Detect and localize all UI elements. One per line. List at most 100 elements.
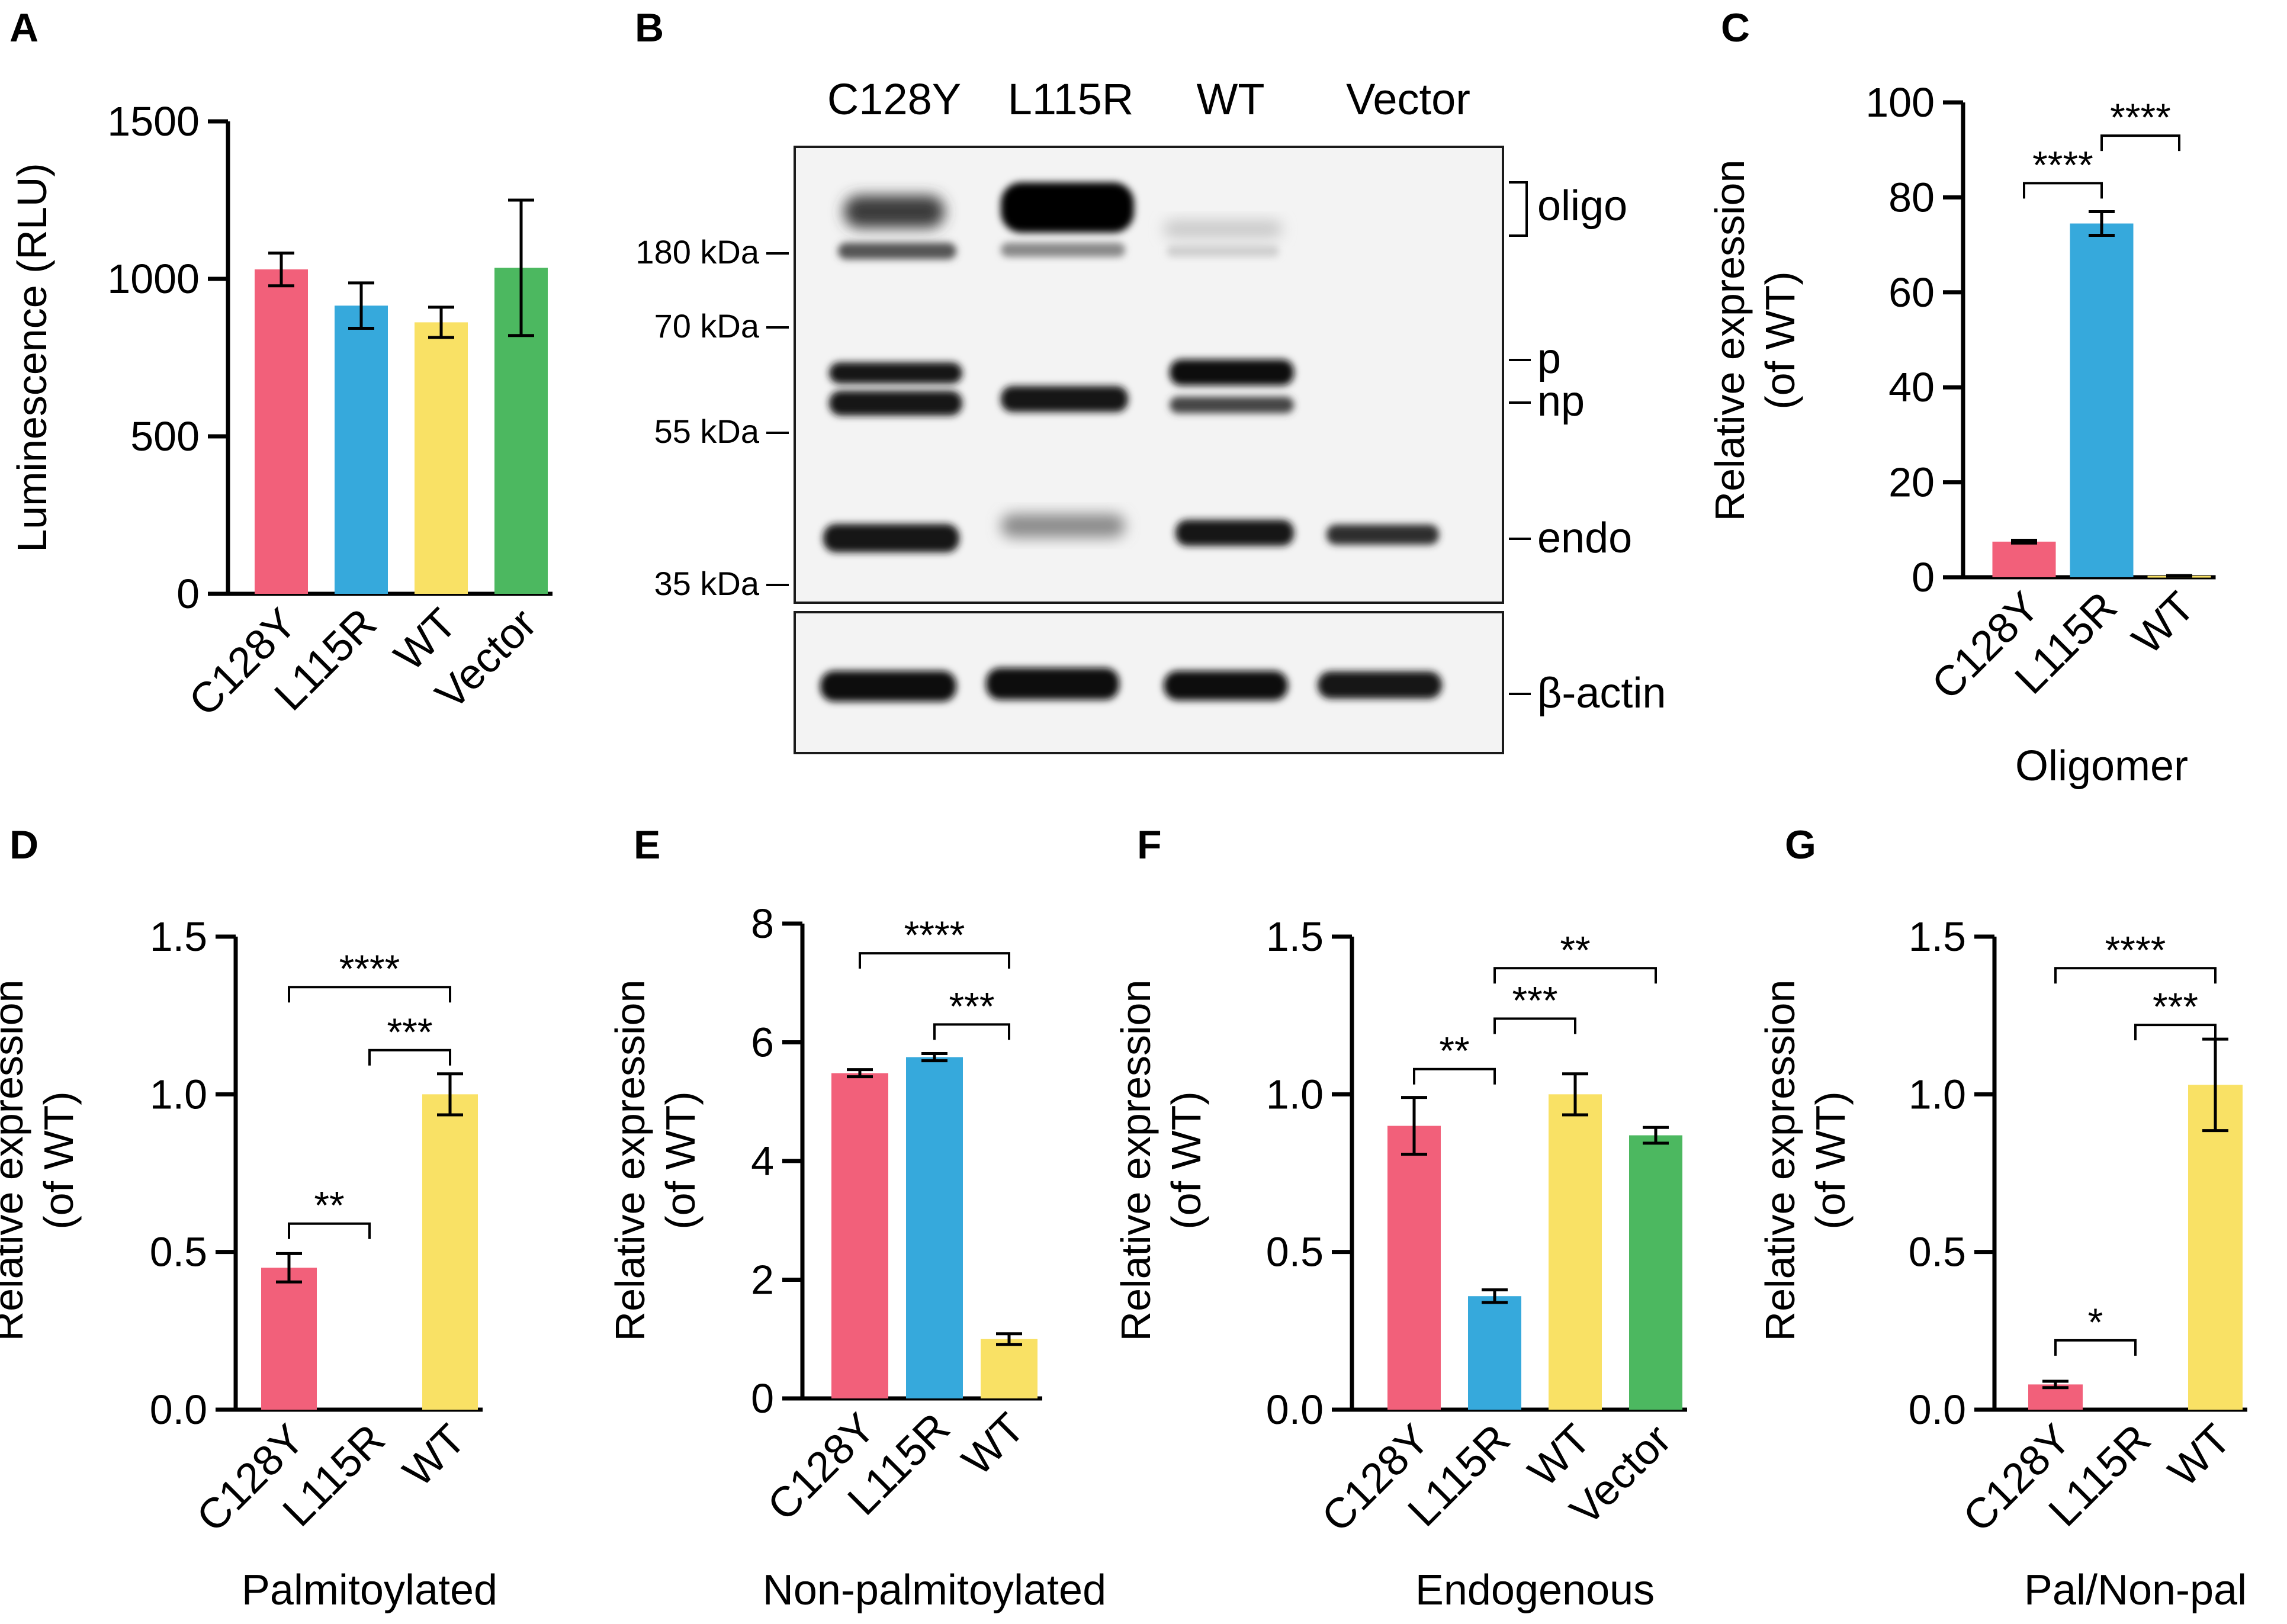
- panel-letter-e: E: [634, 822, 660, 867]
- y-tick-label: 0: [751, 1375, 774, 1422]
- y-tick-label: 2: [751, 1257, 774, 1303]
- bar: [981, 1339, 1037, 1398]
- x-axis-label: Non-palmitoylated: [763, 1567, 1106, 1614]
- significance-label: ****: [339, 947, 400, 991]
- bar: [1549, 1094, 1602, 1410]
- y-tick-label: 80: [1888, 174, 1935, 220]
- y-tick-label: 1.5: [150, 914, 207, 960]
- y-tick-label: 1.5: [1266, 914, 1324, 960]
- x-tick-label: WT: [2160, 1416, 2240, 1496]
- band-actin: [1164, 671, 1288, 700]
- band-180: [1167, 245, 1279, 257]
- significance-label: ***: [949, 984, 994, 1028]
- bar: [1629, 1135, 1682, 1410]
- blot-bands-actin: [820, 668, 1442, 702]
- band-actin: [820, 671, 956, 702]
- y-tick-label: 8: [751, 901, 774, 947]
- band-label-oligo: oligo: [1537, 182, 1627, 230]
- significance-label: ****: [2105, 928, 2166, 972]
- y-tick-label: 6: [751, 1020, 774, 1066]
- y-tick-label: 20: [1888, 459, 1935, 506]
- y-tick-label: 0.0: [150, 1387, 207, 1433]
- significance-bracket: [288, 986, 451, 1003]
- y-axis-label: Relative expression: [1707, 160, 1753, 522]
- y-axis-label: Relative expression: [1113, 980, 1159, 1342]
- bar: [255, 269, 308, 594]
- y-tick-label: 0.0: [1909, 1387, 1966, 1433]
- y-tick-label: 1.0: [1266, 1071, 1324, 1117]
- band-labels: oligo p np endo β-actin: [1509, 181, 1666, 717]
- y-axis-label: (of WT): [36, 1091, 82, 1229]
- significance-label: ***: [387, 1010, 432, 1054]
- significance-label: ***: [2153, 985, 2198, 1028]
- band-oligo: [844, 195, 945, 228]
- bar: [335, 305, 388, 594]
- y-axis-label: Relative expression: [1757, 980, 1803, 1342]
- y-tick-label: 100: [1865, 79, 1935, 126]
- significance-bracket: [368, 1049, 451, 1066]
- mw-marker-label: 55 kDa: [654, 413, 760, 450]
- y-axis-label: Relative expression: [607, 980, 653, 1342]
- bar: [422, 1094, 478, 1410]
- blot-bands-main: [823, 182, 1439, 552]
- band-actin: [986, 668, 1119, 700]
- mw-marker-label: 70 kDa: [654, 307, 760, 345]
- y-tick-label: 1500: [107, 98, 200, 144]
- band-endo: [1001, 514, 1125, 538]
- panel-letter-f: F: [1137, 822, 1162, 867]
- y-tick-label: 1.5: [1909, 914, 1966, 960]
- significance-label: **: [1560, 928, 1590, 972]
- x-axis-label: Pal/Non-pal: [2024, 1567, 2247, 1614]
- band-label-endo: endo: [1537, 514, 1632, 562]
- band-actin: [1318, 671, 1442, 699]
- y-tick-label: 0: [1912, 554, 1935, 600]
- bar: [831, 1073, 888, 1398]
- significance-label: **: [314, 1184, 344, 1227]
- x-axis-label: Endogenous: [1415, 1567, 1655, 1614]
- bar: [415, 322, 468, 594]
- significance-bracket: [2054, 1339, 2137, 1356]
- y-axis-label: (of WT): [657, 1091, 704, 1229]
- blot-lane-label: WT: [1196, 75, 1264, 124]
- mw-marker-label: 35 kDa: [654, 565, 760, 602]
- y-tick-label: 500: [130, 413, 200, 459]
- y-tick-label: 40: [1888, 364, 1935, 410]
- y-tick-label: 0: [176, 571, 200, 617]
- significance-label: *: [2088, 1300, 2103, 1344]
- y-tick-label: 4: [751, 1138, 774, 1184]
- significance-bracket: [2100, 134, 2180, 152]
- y-tick-label: 0.5: [1266, 1229, 1324, 1275]
- band-oligo: [1164, 220, 1282, 238]
- blot-lane-label: Vector: [1346, 75, 1470, 124]
- band-endo: [1175, 520, 1294, 546]
- significance-bracket: [1413, 1067, 1496, 1085]
- y-axis-label: (of WT): [1807, 1091, 1854, 1229]
- band-label-p: p: [1537, 335, 1561, 382]
- significance-label: ****: [2110, 95, 2171, 139]
- band-np: [1001, 386, 1128, 412]
- band-180: [1001, 243, 1125, 257]
- significance-label: ****: [2032, 143, 2093, 186]
- significance-bracket: [2023, 182, 2103, 199]
- significance-bracket: [1493, 1017, 1576, 1034]
- significance-label: ***: [1512, 978, 1557, 1022]
- bar: [2188, 1085, 2243, 1410]
- panel-letter-b: B: [635, 5, 664, 50]
- y-axis-label: Relative expression: [0, 980, 31, 1342]
- significance-bracket: [859, 952, 1010, 969]
- oligo-bracket: [1509, 181, 1528, 237]
- x-axis-label: Palmitoylated: [242, 1567, 497, 1614]
- x-tick-label: WT: [394, 1416, 475, 1496]
- significance-bracket: [1493, 967, 1657, 984]
- y-tick-label: 60: [1888, 269, 1935, 316]
- y-axis-label: (of WT): [1163, 1091, 1209, 1229]
- bar: [1992, 541, 2056, 577]
- band-p: [1170, 359, 1294, 385]
- blot-lane-label: C128Y: [827, 75, 961, 124]
- mw-marker-label: 180 kDa: [635, 233, 759, 271]
